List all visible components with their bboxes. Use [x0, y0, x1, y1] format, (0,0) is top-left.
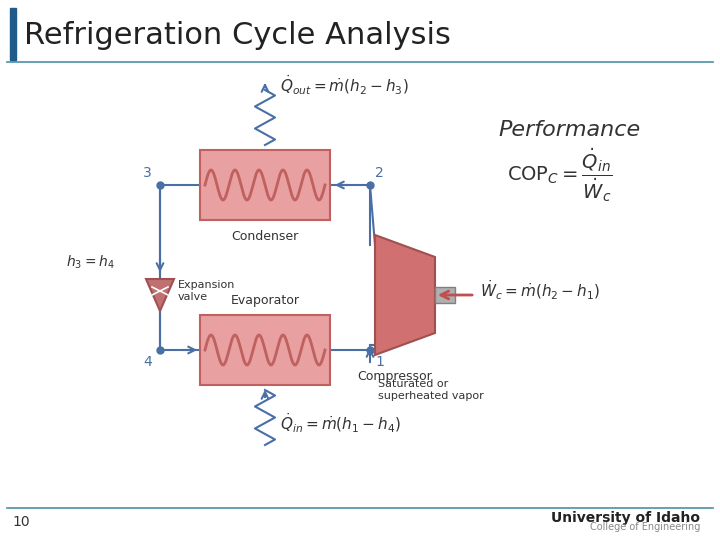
Text: College of Engineering: College of Engineering	[590, 522, 700, 532]
Text: Performance: Performance	[499, 120, 641, 140]
Text: 10: 10	[12, 515, 30, 529]
Text: Expansion: Expansion	[178, 280, 235, 290]
Text: $\dot{Q}_{out} = \dot{m}(h_2 - h_3)$: $\dot{Q}_{out} = \dot{m}(h_2 - h_3)$	[280, 73, 409, 97]
Text: 3: 3	[143, 166, 152, 180]
Text: Saturated or
superheated vapor: Saturated or superheated vapor	[378, 379, 484, 401]
Polygon shape	[375, 235, 435, 355]
FancyBboxPatch shape	[200, 315, 330, 385]
Polygon shape	[146, 279, 174, 311]
Text: valve: valve	[178, 292, 208, 302]
Text: $\dot{W}_c = \dot{m}(h_2 - h_1)$: $\dot{W}_c = \dot{m}(h_2 - h_1)$	[480, 278, 600, 302]
Text: Compressor: Compressor	[358, 370, 433, 383]
Text: 4: 4	[143, 355, 152, 369]
Text: 1: 1	[375, 355, 384, 369]
FancyBboxPatch shape	[200, 150, 330, 220]
Text: $h_3 = h_4$: $h_3 = h_4$	[66, 254, 115, 271]
Bar	[10, 8, 16, 60]
Bar	[435, 287, 455, 303]
Text: University of Idaho: University of Idaho	[551, 511, 700, 525]
Text: $\mathrm{COP}_C = \dfrac{\dot{Q}_{in}}{\dot{W}_c}$: $\mathrm{COP}_C = \dfrac{\dot{Q}_{in}}{\…	[508, 146, 613, 204]
Text: Refrigeration Cycle Analysis: Refrigeration Cycle Analysis	[24, 21, 451, 50]
Text: Condenser: Condenser	[231, 230, 299, 243]
Text: 2: 2	[375, 166, 384, 180]
Text: Evaporator: Evaporator	[230, 294, 300, 307]
Text: $\dot{Q}_{in} = \dot{m}(h_1 - h_4)$: $\dot{Q}_{in} = \dot{m}(h_1 - h_4)$	[280, 411, 401, 435]
